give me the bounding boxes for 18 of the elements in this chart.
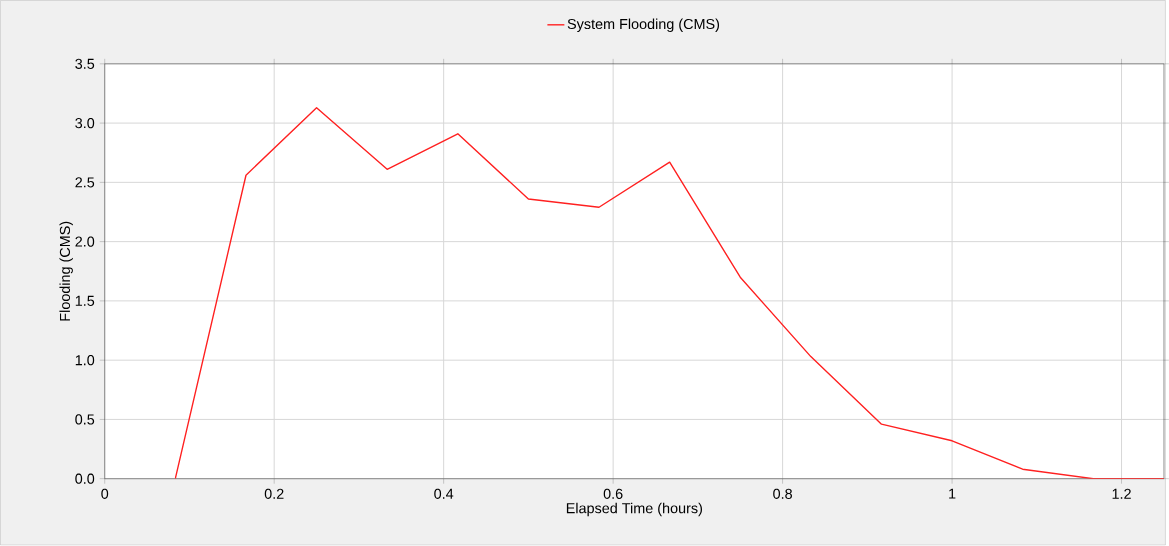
x-tick-label: 0.4: [434, 488, 454, 500]
x-tick-label: 1.2: [1112, 488, 1131, 499]
y-tick-label: 3.5: [75, 58, 95, 70]
x-tick-label: 0.8: [773, 488, 792, 500]
x-tick-label: 0: [101, 488, 109, 500]
y-tick-label: 1.0: [75, 355, 95, 366]
y-tick-label: 0.0: [75, 473, 95, 485]
y-tick-label: 2.5: [75, 177, 95, 188]
x-tick-label: 1: [949, 488, 956, 499]
y-axis-title: Flooding (CMS): [59, 221, 73, 321]
y-tick-label: 1.5: [75, 296, 95, 307]
x-axis-title: Elapsed Time (hours): [566, 502, 702, 517]
y-tick-label: 3.0: [75, 118, 95, 129]
x-tick-label: 0.2: [264, 488, 284, 500]
x-tick-label: 0.6: [603, 488, 623, 500]
y-tick-label: 2.0: [75, 236, 95, 247]
y-tick-label: 0.5: [75, 414, 95, 425]
legend-label: System Flooding (CMS): [567, 18, 720, 33]
